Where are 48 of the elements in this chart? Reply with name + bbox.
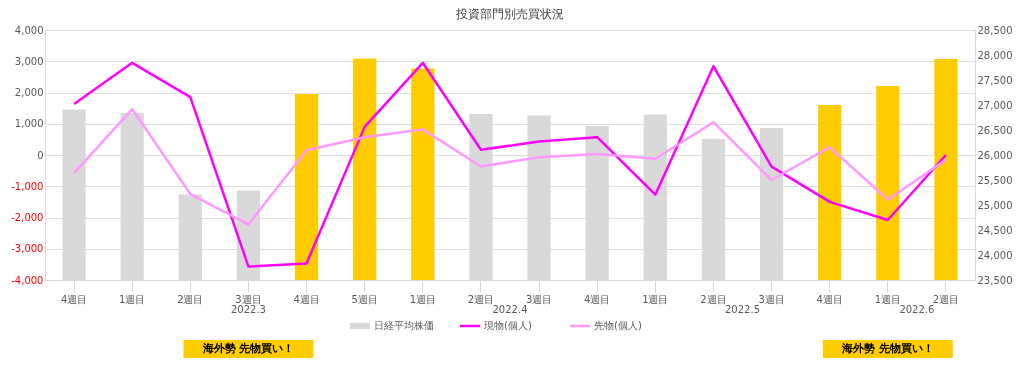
- x-tick-label: 2週目: [467, 293, 495, 305]
- text: 2022.5: [725, 304, 760, 315]
- x-tick-label: 2週目: [932, 293, 960, 305]
- y2-tick-label: 24,500: [977, 224, 1013, 236]
- text: 海外勢 先物買い！: [201, 342, 295, 355]
- text: 2022.6: [899, 304, 935, 315]
- line-series: [72, 61, 948, 268]
- x-tick-label: 3週目: [758, 293, 785, 305]
- y-tick-label: 4,000: [14, 24, 44, 36]
- y-tick-label: 2,000: [14, 87, 44, 98]
- x-tick-label: 4週目: [816, 293, 843, 305]
- x-tick-label: 5週目: [351, 293, 378, 305]
- y2-tick-label: 25,000: [977, 199, 1013, 211]
- text: 海外勢 先物買い！: [840, 342, 934, 355]
- y2-tick-label: 27,000: [977, 99, 1013, 111]
- legend-label: 日経平均株価: [374, 320, 434, 331]
- y-tick-label: -3,000: [11, 243, 44, 255]
- y2-tick-label: 24,000: [977, 249, 1013, 261]
- y-tick-label: -4,000: [11, 274, 44, 286]
- y2-tick-label: 25,500: [977, 174, 1013, 186]
- line-series: [72, 107, 948, 226]
- x-tick-label: 3週目: [235, 293, 262, 305]
- x-tick-label: 2週目: [177, 293, 204, 305]
- chart-title: 投資部門別売買状況: [455, 7, 564, 21]
- x-tick-label: 2週目: [700, 293, 727, 305]
- x-tick-label: 1週目: [119, 293, 146, 305]
- x-tick-label: 4週目: [293, 293, 320, 305]
- y-tick-label: 3,000: [14, 55, 44, 67]
- x-tick-label: 4週目: [60, 293, 88, 305]
- x-tick-label: 1週目: [874, 293, 901, 305]
- text: 2022.4: [492, 304, 528, 315]
- text: 2022.3: [230, 304, 266, 315]
- y-tick-label: 0: [37, 149, 44, 161]
- legend-label: 現物(個人): [484, 320, 532, 331]
- y2-tick-label: 23,500: [977, 274, 1013, 286]
- y2-tick-label: 28,500: [977, 24, 1013, 36]
- y2-tick-label: 26,000: [977, 149, 1013, 161]
- x-tick-label: 4週目: [584, 293, 611, 305]
- y2-tick-label: 26,500: [977, 124, 1013, 136]
- x-tick-label: 1週目: [409, 293, 436, 305]
- legend-label: 先物(個人): [594, 320, 642, 331]
- x-tick-label: 1週目: [642, 293, 669, 305]
- x-tick-label: 3週目: [525, 293, 553, 305]
- y-tick-label: -1,000: [11, 180, 44, 192]
- y-tick-label: 1,000: [14, 118, 44, 130]
- y2-tick-label: 28,000: [977, 49, 1013, 61]
- y-tick-label: -2,000: [11, 212, 44, 223]
- y2-tick-label: 27,500: [977, 74, 1013, 86]
